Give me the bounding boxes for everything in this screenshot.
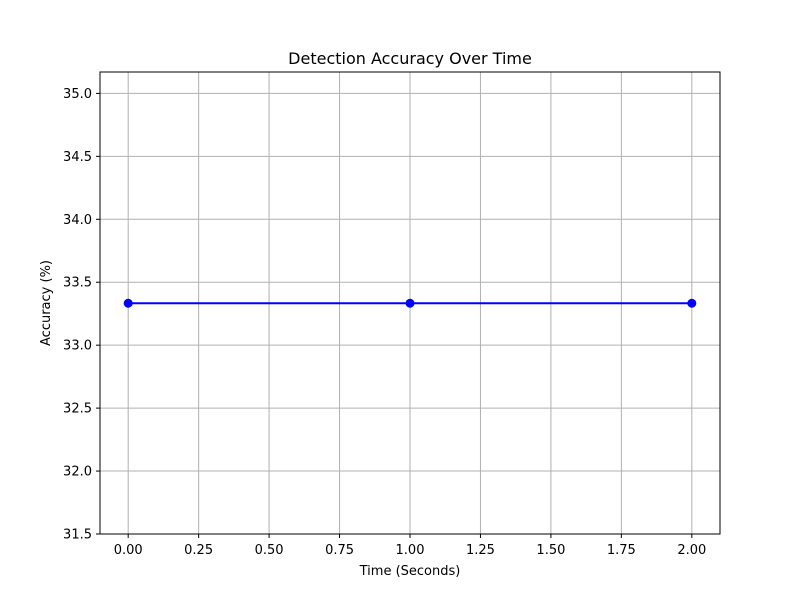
data-point [687, 298, 697, 308]
y-tick-label: 35.0 [63, 87, 92, 102]
x-tick-label: 1.00 [396, 543, 425, 558]
x-tick-label: 1.25 [466, 543, 495, 558]
x-tick-label: 0.00 [114, 543, 143, 558]
y-axis-label: Accuracy (%) [39, 260, 54, 346]
x-tick-label: 2.00 [677, 543, 706, 558]
chart-title: Detection Accuracy Over Time [288, 49, 532, 68]
data-point [405, 298, 415, 308]
y-tick-label: 33.0 [63, 339, 92, 354]
y-tick-label: 33.5 [63, 276, 92, 291]
x-tick-label: 0.50 [255, 543, 284, 558]
series-layer [123, 298, 697, 308]
y-axis-ticks: 31.5 32.0 32.5 33.0 33.5 34.0 34.5 35.0 [63, 87, 100, 543]
x-axis-label: Time (Seconds) [359, 564, 461, 579]
x-tick-label: 0.25 [184, 543, 213, 558]
x-tick-label: 1.75 [607, 543, 636, 558]
x-tick-label: 1.50 [536, 543, 565, 558]
y-tick-label: 32.0 [63, 465, 92, 480]
data-point [123, 298, 133, 308]
x-axis-ticks: 0.00 0.25 0.50 0.75 1.00 1.25 1.50 1.75 2.00 [114, 534, 706, 558]
y-tick-label: 34.5 [63, 150, 92, 165]
y-tick-label: 34.0 [63, 213, 92, 228]
y-tick-label: 31.5 [63, 528, 92, 543]
y-tick-label: 32.5 [63, 402, 92, 417]
x-tick-label: 0.75 [325, 543, 354, 558]
